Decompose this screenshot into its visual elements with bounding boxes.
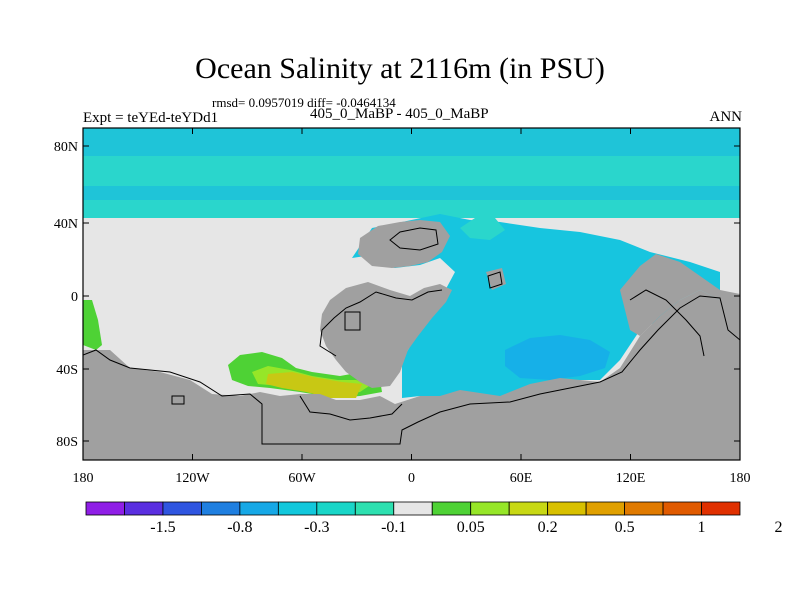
ocean-stronger-negative-anomaly [505, 335, 610, 380]
colorbar-label: -1.5 [150, 519, 175, 536]
colorbar-swatch [85, 501, 125, 516]
lat-tick-label: 80S [56, 435, 78, 450]
lon-tick-label: 120E [616, 471, 646, 486]
lon-tick-label: 180 [73, 471, 94, 486]
colorbar-swatch [547, 501, 587, 516]
colorbar-swatch [162, 501, 202, 516]
colorbar-label: 1 [698, 519, 706, 536]
latitude-axis: 80N 40N 0 40S 80S [54, 140, 740, 450]
lat-tick-label: 40S [56, 363, 78, 378]
colorbar-swatch [124, 501, 164, 516]
colorbar-swatch [431, 501, 472, 516]
lat-tick-label: 40N [54, 217, 78, 232]
lat-tick-label: 80N [54, 140, 78, 155]
map-area [83, 128, 740, 460]
map-title: Ocean Salinity at 2116m (in PSU) [195, 52, 605, 85]
colorbar-swatch [239, 501, 279, 516]
colorbar-label: 0.05 [457, 519, 485, 536]
colorbar-swatch [508, 501, 549, 516]
ocean-negative-anomaly [352, 214, 720, 400]
lat-tick-label: 0 [71, 290, 78, 305]
colorbar-label: -0.8 [227, 519, 252, 536]
colorbar-label: 0.5 [615, 519, 635, 536]
colorbar-swatch [277, 501, 318, 516]
colorbar-label: -0.1 [381, 519, 406, 536]
lon-tick-label: 60E [510, 471, 533, 486]
case-label: 405_0_MaBP - 405_0_MaBP [310, 106, 489, 122]
ocean-upper-negative-patch [460, 218, 505, 240]
colorbar-swatch [585, 501, 625, 516]
land-continent-east [620, 254, 740, 336]
outline-contours [83, 227, 740, 445]
colorbar-swatch [354, 501, 395, 516]
land-continent-central [358, 220, 450, 268]
west-positive-anomaly [83, 300, 102, 350]
colorbar: -1.5 -0.8 -0.3 -0.1 0.05 0.2 0.5 1 2 [85, 501, 782, 536]
colorbar-swatch [701, 501, 741, 516]
land-mass [83, 290, 740, 460]
north-band-strip [83, 186, 740, 200]
colorbar-label: 0.2 [538, 519, 558, 536]
colorbar-swatch [470, 501, 510, 516]
colorbar-swatch [201, 501, 241, 516]
south-max-positive-anomaly [266, 372, 362, 398]
stats-line: rmsd= 0.0957019 diff= -0.0464134 [212, 95, 396, 110]
colorbar-label: 2 [774, 519, 782, 536]
lon-tick-label: 0 [408, 471, 415, 486]
longitude-axis: 180 120W 60W 0 60E 120E 180 [73, 128, 751, 486]
experiment-label: Expt = teYEd-teYDd1 [83, 110, 219, 126]
lon-tick-label: 180 [730, 471, 751, 486]
colorbar-swatch [393, 501, 433, 516]
colorbar-swatch [624, 501, 664, 516]
land-continent-west [320, 282, 452, 388]
lon-tick-label: 120W [175, 471, 210, 486]
lon-tick-label: 60W [288, 471, 316, 486]
season-label: ANN [709, 109, 743, 125]
colorbar-swatch [662, 501, 702, 516]
colorbar-swatch [316, 501, 356, 516]
colorbar-label: -0.3 [304, 519, 329, 536]
